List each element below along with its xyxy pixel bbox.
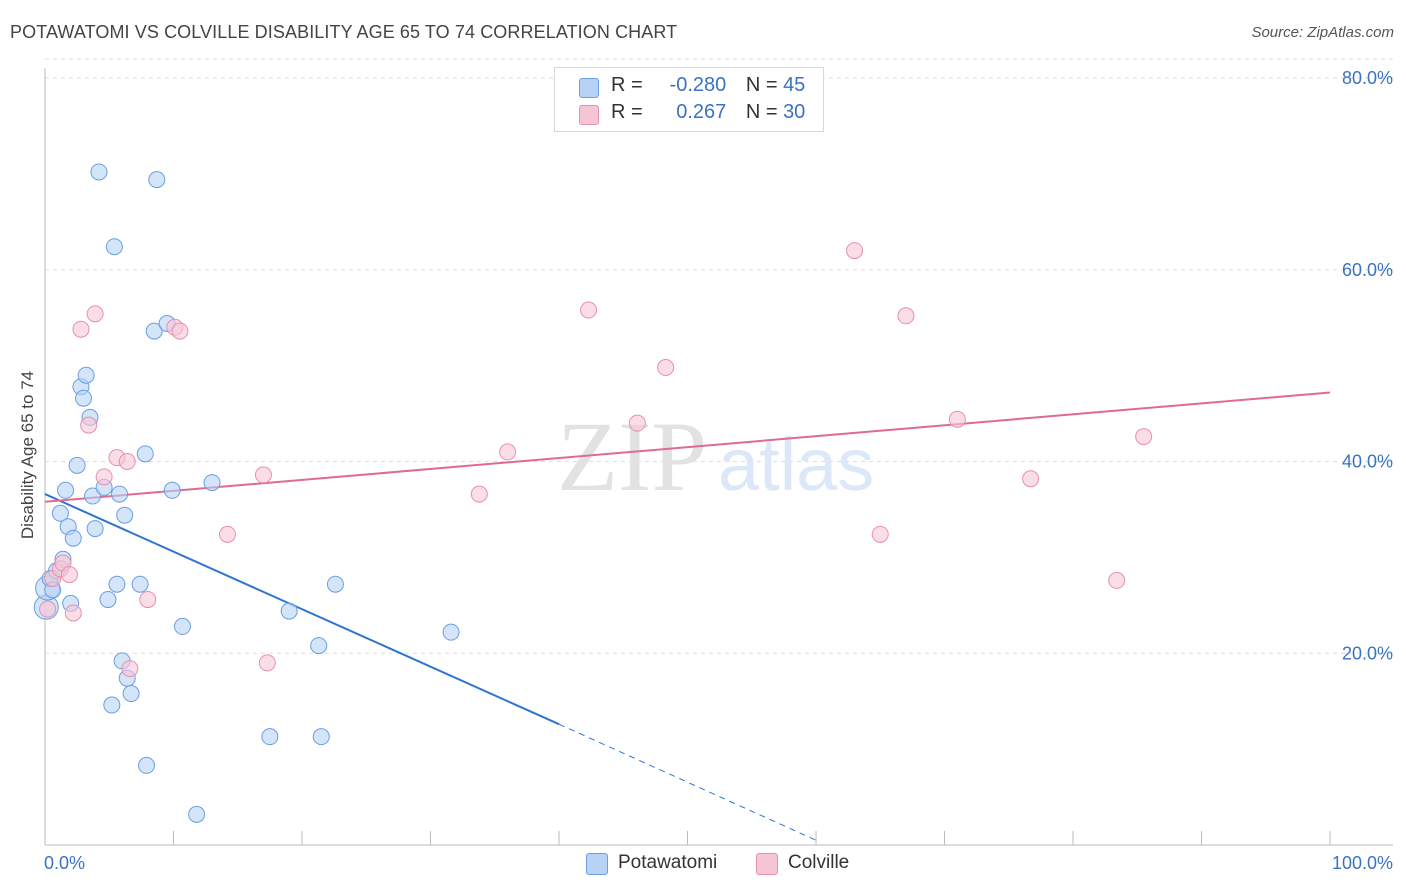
- colville-point: [871, 525, 889, 543]
- potawatomi-point: [312, 728, 330, 746]
- colville-point: [897, 307, 915, 325]
- potawatomi-point: [326, 575, 344, 593]
- r-label: R =: [611, 101, 643, 123]
- watermark: ZIP atlas: [557, 401, 874, 512]
- colville-point: [39, 600, 57, 618]
- colville-point: [95, 468, 113, 486]
- colville-point: [1022, 470, 1040, 488]
- trendlines: [44, 391, 1331, 841]
- colville-point: [1108, 571, 1126, 589]
- potawatomi-point: [138, 756, 156, 774]
- potawatomi-point: [131, 575, 149, 593]
- potawatomi-point: [75, 389, 93, 407]
- y-tick-label: 60.0%: [1342, 260, 1393, 280]
- source-label: Source: ZipAtlas.com: [1251, 24, 1394, 41]
- correlation-legend: R = -0.280 N = 45 R = 0.267 N = 30: [554, 67, 824, 132]
- tick-labels: 20.0% 40.0% 60.0% 80.0% 0.0% 100.0%: [44, 68, 1393, 873]
- colville-point: [86, 305, 104, 323]
- potawatomi-point: [136, 445, 154, 463]
- colville-point: [80, 416, 98, 434]
- potawatomi-point: [103, 696, 121, 714]
- colville-point: [1135, 428, 1153, 446]
- potawatomi-point: [99, 591, 117, 609]
- potawatomi-point: [51, 504, 69, 522]
- potawatomi-swatch: [579, 78, 599, 98]
- potawatomi-point: [68, 456, 86, 474]
- colville-point: [121, 660, 139, 678]
- potawatomi-point: [86, 520, 104, 538]
- potawatomi-point: [64, 529, 82, 547]
- potawatomi-point: [77, 366, 95, 384]
- potawatomi-point: [57, 481, 75, 499]
- n-label: N =: [745, 74, 778, 96]
- r-label: R =: [611, 74, 643, 96]
- x-tick-label-max: 100.0%: [1332, 853, 1393, 873]
- potawatomi-point: [145, 322, 163, 340]
- potawatomi-point: [108, 575, 126, 593]
- colville-swatch: [579, 105, 599, 125]
- potawatomi-point: [111, 485, 129, 503]
- potawatomi-point: [442, 623, 460, 641]
- potawatomi-point: [90, 163, 108, 181]
- potawatomi-point: [148, 171, 166, 189]
- colville-point: [580, 301, 598, 319]
- potawatomi-point: [173, 617, 191, 635]
- colville-point: [64, 604, 82, 622]
- y-tick-label: 20.0%: [1342, 643, 1393, 663]
- r-value-colville: 0.267: [676, 101, 727, 123]
- colville-legend-label: Colville: [788, 852, 850, 873]
- x-tick-label-min: 0.0%: [44, 853, 85, 873]
- potawatomi-point: [188, 805, 206, 823]
- colville-point: [657, 359, 675, 377]
- chart-title: POTAWATOMI VS COLVILLE DISABILITY AGE 65…: [10, 22, 678, 42]
- potawatomi-point: [280, 602, 298, 620]
- colville-point: [499, 443, 517, 461]
- colville-point: [171, 322, 189, 340]
- colville-point: [254, 466, 272, 484]
- potawatomi-trendline-extension: [558, 723, 817, 841]
- colville-point: [628, 414, 646, 432]
- potawatomi-point: [163, 481, 181, 499]
- y-tick-label: 40.0%: [1342, 452, 1393, 472]
- potawatomi-legend-swatch: [586, 853, 608, 875]
- colville-legend-swatch: [756, 853, 778, 875]
- potawatomi-point: [261, 728, 279, 746]
- colville-point: [470, 485, 488, 503]
- n-value-potawatomi: 45: [783, 74, 806, 96]
- potawatomi-point: [116, 506, 134, 524]
- potawatomi-point: [84, 487, 102, 505]
- colville-point: [118, 453, 136, 470]
- colville-point: [139, 591, 157, 609]
- y-tick-label: 80.0%: [1342, 68, 1393, 88]
- colville-trendline: [44, 391, 1331, 503]
- colville-point: [846, 242, 864, 260]
- watermark-atlas: atlas: [718, 423, 874, 506]
- potawatomi-point: [203, 474, 221, 492]
- potawatomi-point: [122, 685, 140, 703]
- n-value-colville: 30: [783, 101, 806, 123]
- axes: [44, 68, 1393, 846]
- potawatomi-point: [310, 637, 328, 655]
- n-label: N =: [745, 101, 778, 123]
- r-value-potawatomi: -0.280: [669, 74, 727, 96]
- colville-point: [60, 566, 78, 584]
- grid-lines: [45, 58, 1393, 654]
- colville-point: [72, 320, 90, 338]
- colville-point: [948, 410, 966, 428]
- potawatomi-trendline: [44, 493, 560, 726]
- colville-point: [258, 654, 276, 672]
- potawatomi-legend-label: Potawatomi: [618, 852, 718, 873]
- data-points: [33, 163, 1153, 823]
- colville-point: [218, 525, 236, 543]
- potawatomi-point: [105, 238, 123, 256]
